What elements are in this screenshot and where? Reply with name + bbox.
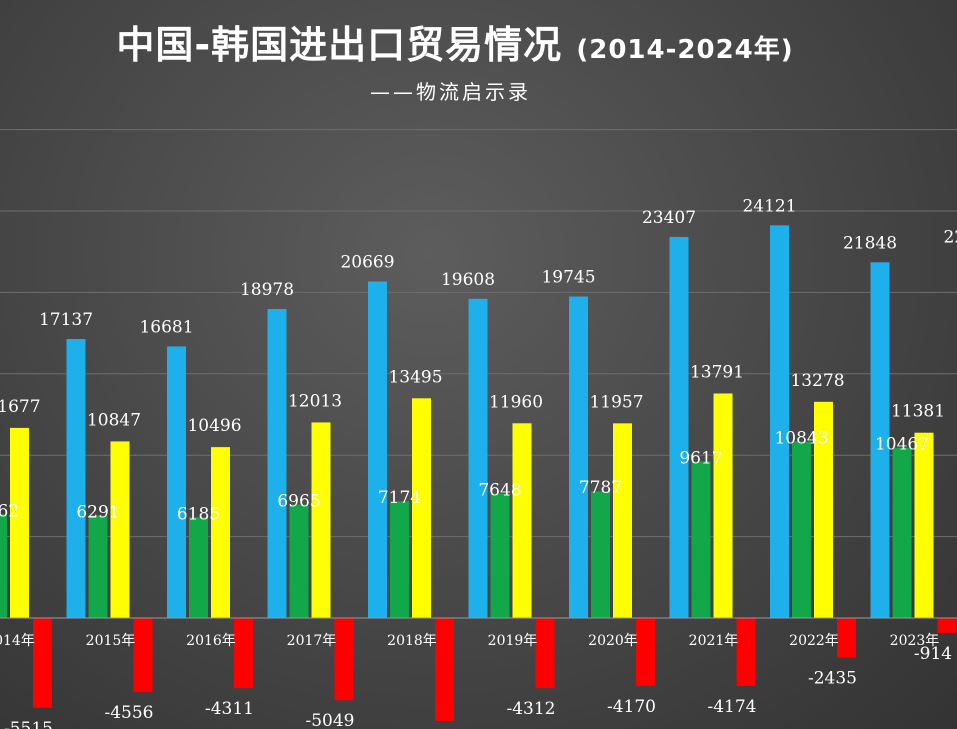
data-label-red: -4311 [205,699,254,719]
data-label-green: 6965 [277,492,320,512]
data-label-yellow: 12013 [288,391,342,411]
bar-yellow [814,401,833,618]
bar-blue [770,225,789,618]
data-label-red: -4556 [104,703,153,723]
bar-blue [569,296,588,618]
bar-blue [368,281,387,618]
bar-green [88,515,108,618]
bar-yellow [613,423,632,618]
bar-blue [870,262,890,618]
bar-green [691,461,711,618]
data-label-yellow: 11960 [489,392,543,412]
bar-red [736,618,756,686]
data-label-blue: 20669 [340,253,394,273]
bar-yellow [412,398,431,618]
data-label-yellow: 13791 [690,362,744,382]
x-tick-label: 2020年 [588,633,638,649]
bar-blue [167,346,186,618]
bar-yellow [512,423,532,618]
bar-red [535,618,555,689]
bar-yellow [10,427,29,618]
data-label-green: 7787 [579,478,622,498]
data-label-green: 10467 [875,435,929,455]
bar-red [435,618,454,721]
data-label-yellow: 10496 [187,416,241,436]
data-label-green: 7174 [378,488,421,508]
x-tick-label: 2016年 [186,633,236,649]
bar-series [0,225,957,721]
chart-title-main: 中国-韩国进出口贸易情况 [116,23,563,67]
data-label-red: -2435 [808,669,857,689]
bar-green [390,501,409,618]
data-label-red: -5515 [4,719,53,729]
bar-green [289,504,309,618]
bar-yellow [311,422,331,618]
x-tick-label: 2021年 [689,633,739,649]
data-label-green: 7648 [478,480,521,500]
bar-yellow [211,447,230,618]
data-label-blue: 16681 [139,317,193,337]
bar-red [334,618,354,701]
bar-red [234,618,253,689]
data-label-blue: 17137 [39,310,93,330]
x-tick-label: 2023年 [890,633,940,649]
x-tick-label: 2022年 [789,633,839,649]
bar-green [0,514,7,618]
data-label-red: -4174 [707,697,756,717]
bar-green [892,447,912,618]
data-label-yellow: 11677 [0,397,41,417]
x-tick-label: 2018年 [387,633,437,649]
x-tick-label: 2015年 [86,633,136,649]
data-label-blue: 18978 [240,280,294,300]
data-label-green: 6185 [177,504,220,524]
data-label-blue: 19745 [541,268,595,288]
bar-red [636,618,655,686]
chart-title-years: (2014-2024年) [576,35,794,65]
chart-subtitle: ——物流启示录 [370,80,531,104]
data-label-yellow: 11381 [891,402,945,422]
bar-green [792,441,811,618]
data-label-yellow: 11957 [589,392,643,412]
bar-yellow [713,393,733,618]
bar-yellow [914,432,934,618]
bar-blue [468,298,488,618]
data-label-blue: 24121 [742,196,796,216]
bar-red [33,618,52,708]
data-label-green: 9617 [679,448,722,468]
x-tick-label: 2017年 [287,633,337,649]
data-label-red: -5049 [305,711,354,729]
bar-yellow [110,441,130,618]
bar-red [837,618,856,658]
data-label-green: 10843 [774,428,828,448]
data-label-yellow: 10847 [87,410,141,430]
data-label-blue: 21848 [843,233,897,253]
bar-red [937,618,957,633]
bar-blue [267,309,287,618]
x-axis: 2014年 2015年 2016年 2017年 2018年 2019年 2020年 2021年… [0,617,957,649]
data-label-red: -914 [914,644,952,664]
data-label-red: -4170 [607,697,656,717]
bar-red [133,618,153,693]
bar-blue [669,236,689,619]
bar-blue [66,339,86,618]
bar-green [591,491,610,618]
data-label-yellow: 13495 [388,367,442,387]
data-label-yellow: 13278 [790,371,844,391]
data-label-green: 6291 [76,503,119,523]
bar-green [189,517,208,618]
data-labels: 16162636211677-551517137629110847-455616… [0,196,957,729]
data-label-green: 6362 [0,501,19,521]
x-tick-label: 2019年 [488,633,538,649]
x-tick-label: 2014年 [0,633,35,649]
data-label-blue: 23407 [642,208,696,228]
data-label-blue: 19608 [441,270,495,290]
data-label-red: -4312 [506,699,555,719]
chart-title: 中国-韩国进出口贸易情况 (2014-2024年) [0,14,910,69]
bar-green [490,493,510,618]
data-label-blue: 22200 [943,228,957,248]
